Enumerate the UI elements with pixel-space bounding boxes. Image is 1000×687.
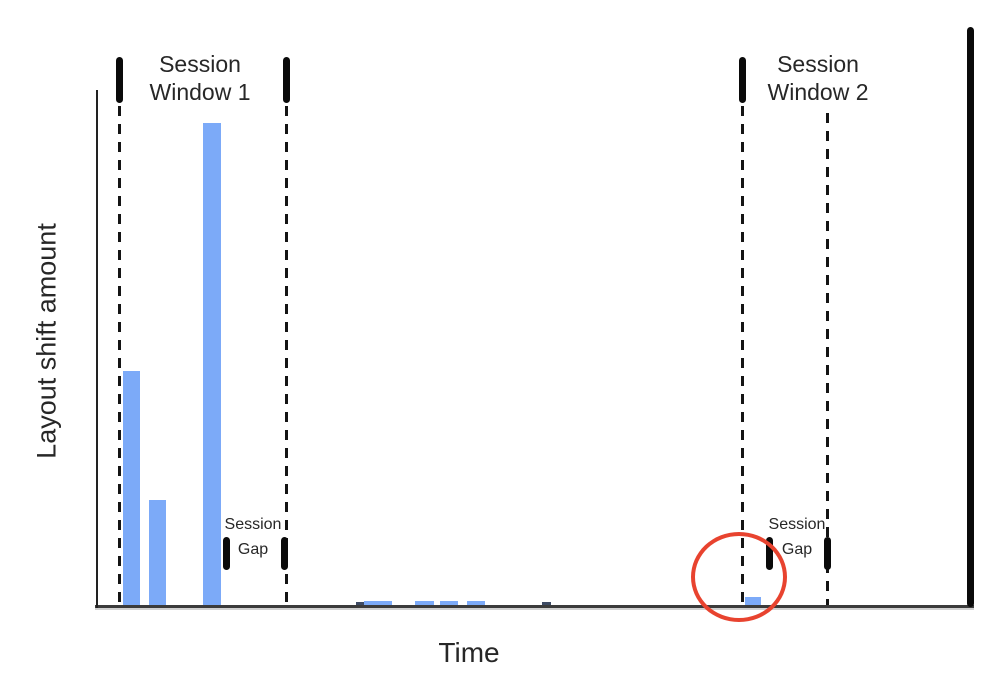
layout-shift-bar xyxy=(467,601,485,605)
timeline-end-marker-line xyxy=(967,27,974,607)
session-window-label-line2: Window 1 xyxy=(149,79,251,105)
session-boundary-tick xyxy=(282,57,290,103)
session-window-label: Session Window 1 xyxy=(90,50,310,106)
session-gap-left-tick xyxy=(222,537,230,570)
session-gap-label-line2: Gap xyxy=(237,541,269,558)
session-boundary-tick xyxy=(738,57,746,103)
session-window-label-line1: Session xyxy=(159,51,241,77)
layout-shift-bar xyxy=(364,601,392,605)
layout-shift-bar xyxy=(203,123,221,605)
session-gap-label-line1: Session xyxy=(768,516,826,533)
annotation-circle xyxy=(691,532,787,622)
session-gap-right-tick xyxy=(823,537,831,570)
session-boundary-dashed-line xyxy=(825,113,829,605)
session-boundary-dashed-line xyxy=(740,106,744,605)
layout-shift-bar xyxy=(415,601,434,605)
session-gap-label-line1: Session xyxy=(224,516,282,533)
layout-shift-bar xyxy=(356,602,364,605)
session-gap-label: Session Gap xyxy=(737,512,857,562)
layout-shift-bar xyxy=(123,371,140,605)
session-gap-right-tick xyxy=(280,537,288,570)
x-axis-line xyxy=(95,605,974,608)
session-gap-label-line2: Gap xyxy=(781,541,813,558)
layout-shift-bar xyxy=(542,602,551,605)
session-boundary-dashed-line xyxy=(117,106,121,605)
y-axis-line xyxy=(96,90,98,608)
layout-shift-bar xyxy=(440,601,458,605)
session-window-label-line1: Session xyxy=(777,51,859,77)
session-gap-label: Session Gap xyxy=(193,512,313,562)
session-window-label-line2: Window 2 xyxy=(767,79,869,105)
x-axis-label: Time xyxy=(438,637,500,668)
layout-shift-bar xyxy=(149,500,166,605)
session-window-label: Session Window 2 xyxy=(708,50,928,106)
session-boundary-dashed-line xyxy=(284,106,288,605)
session-boundary-tick xyxy=(115,57,123,103)
